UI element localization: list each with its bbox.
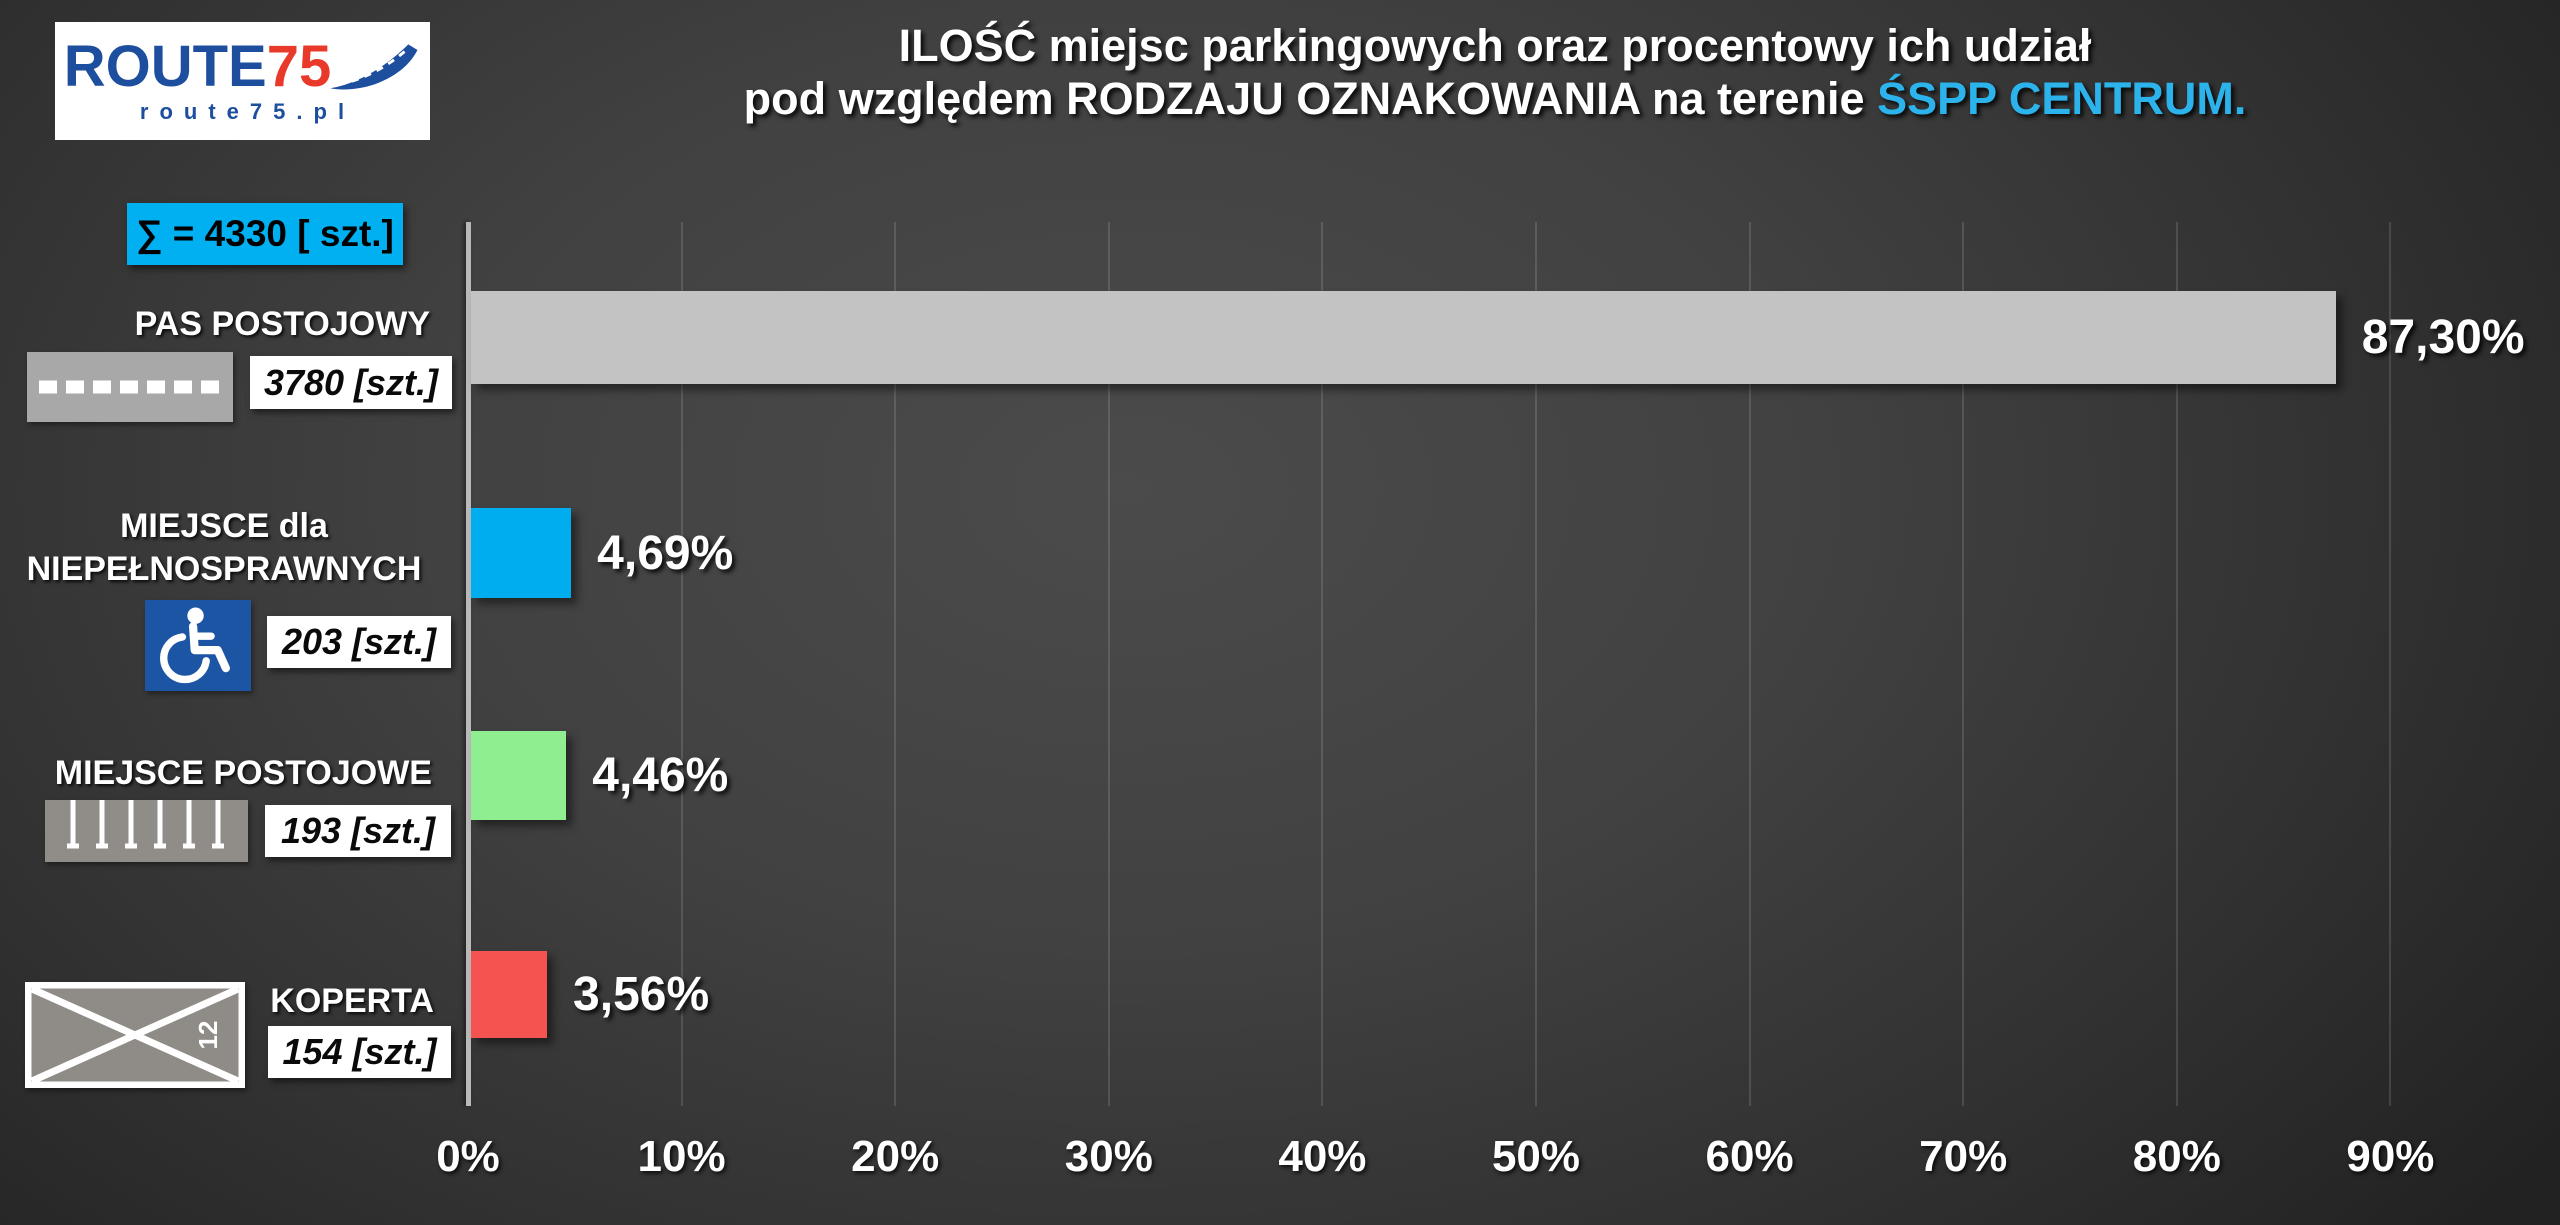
bar-value-label: 87,30% (2361, 311, 2525, 364)
bar-value-label: 3,56% (573, 968, 710, 1021)
category-label-pas-postojowy: PAS POSTOJOWY (134, 305, 430, 343)
bar-row-pas-postojowy: 87,30% (471, 291, 2525, 384)
x-axis-tick-60: 60% (1705, 1132, 1794, 1181)
road-swoosh-icon (330, 43, 418, 89)
x-axis-tick-40: 40% (1278, 1132, 1367, 1181)
logo-wordmark: ROUTE 75 (63, 33, 422, 99)
gridline-60 (1748, 222, 1751, 1106)
gridline-40 (1321, 222, 1324, 1106)
x-axis-tick-50: 50% (1491, 1132, 1581, 1181)
category-label-miejsce-postojowe: MIEJSCE POSTOJOWE (54, 754, 432, 792)
route75-logo: ROUTE 75 route75.pl (55, 22, 430, 140)
total-sum-badge: ∑ = 4330 [ szt.] (127, 203, 403, 265)
gridline-50 (1535, 222, 1537, 1106)
y-axis-line (466, 222, 471, 1106)
bar-row-niepelnosprawni: 4,69% (471, 508, 733, 598)
x-axis-tick-30: 30% (1064, 1132, 1153, 1181)
bar-miejsce-postojowe (471, 731, 567, 820)
x-axis-tick-10: 10% (637, 1132, 726, 1181)
dashed-line (39, 380, 223, 394)
count-badge-miejsce-postojowe: 193 [szt.] (265, 805, 451, 857)
count-badge-niepelnosprawnych: 203 [szt.] (267, 616, 451, 668)
category-label-koperta: KOPERTA (270, 982, 434, 1020)
chart-title-line2: pod względem RODZAJU OZNAKOWANIA na tere… (445, 73, 2545, 126)
chart-title-accent: ŚSPP CENTRUM. (1877, 72, 2247, 124)
chart-title: ILOŚĆ miejsc parkingowych oraz procentow… (445, 20, 2545, 125)
gridline-20 (894, 222, 897, 1106)
count-badge-koperta: 154 [szt.] (268, 1026, 451, 1078)
chart-title-line1: ILOŚĆ miejsc parkingowych oraz procentow… (898, 20, 2092, 71)
x-axis-tick-0: 0% (436, 1132, 500, 1181)
bar-value-label: 4,46% (592, 749, 729, 802)
chart-title-line2-text: pod względem RODZAJU OZNAKOWANIA na tere… (743, 72, 1878, 124)
parking-bays-icon (45, 800, 248, 862)
gridline-30 (1107, 222, 1110, 1106)
wheelchair-icon (145, 600, 251, 691)
bar-koperta (471, 951, 548, 1038)
road-lane-marking-icon (27, 352, 233, 422)
gridline-10 (680, 222, 683, 1106)
x-axis-tick-90: 90% (2346, 1132, 2435, 1181)
logo-text-route: ROUTE (63, 33, 267, 99)
bar-row-koperta: 3,56% (471, 951, 709, 1038)
bar-row-miejsce-postojowe: 4,46% (471, 731, 728, 820)
gridline-80 (2175, 222, 2178, 1106)
x-axis-tick-80: 80% (2132, 1132, 2221, 1181)
x-axis-tick-70: 70% (1919, 1132, 2008, 1181)
logo-domain-text: route75.pl (139, 98, 356, 124)
koperta-envelope-icon: 12 (24, 981, 246, 1089)
koperta-number: 12 (193, 1021, 223, 1050)
bar-pas-postojowy (471, 291, 2336, 384)
bar-miejsce-niepelnosprawnych (471, 508, 572, 598)
gridline-90 (2389, 222, 2392, 1106)
x-axis-tick-20: 20% (851, 1132, 940, 1181)
bar-value-label: 4,69% (597, 526, 734, 580)
count-badge-pas-postojowy: 3780 [szt.] (250, 356, 452, 409)
category-label-niepelnosprawnych: MIEJSCE dla NIEPEŁNOSPRAWNYCH (26, 507, 422, 588)
logo-text-75: 75 (266, 33, 332, 99)
gridline-70 (1962, 222, 1965, 1106)
